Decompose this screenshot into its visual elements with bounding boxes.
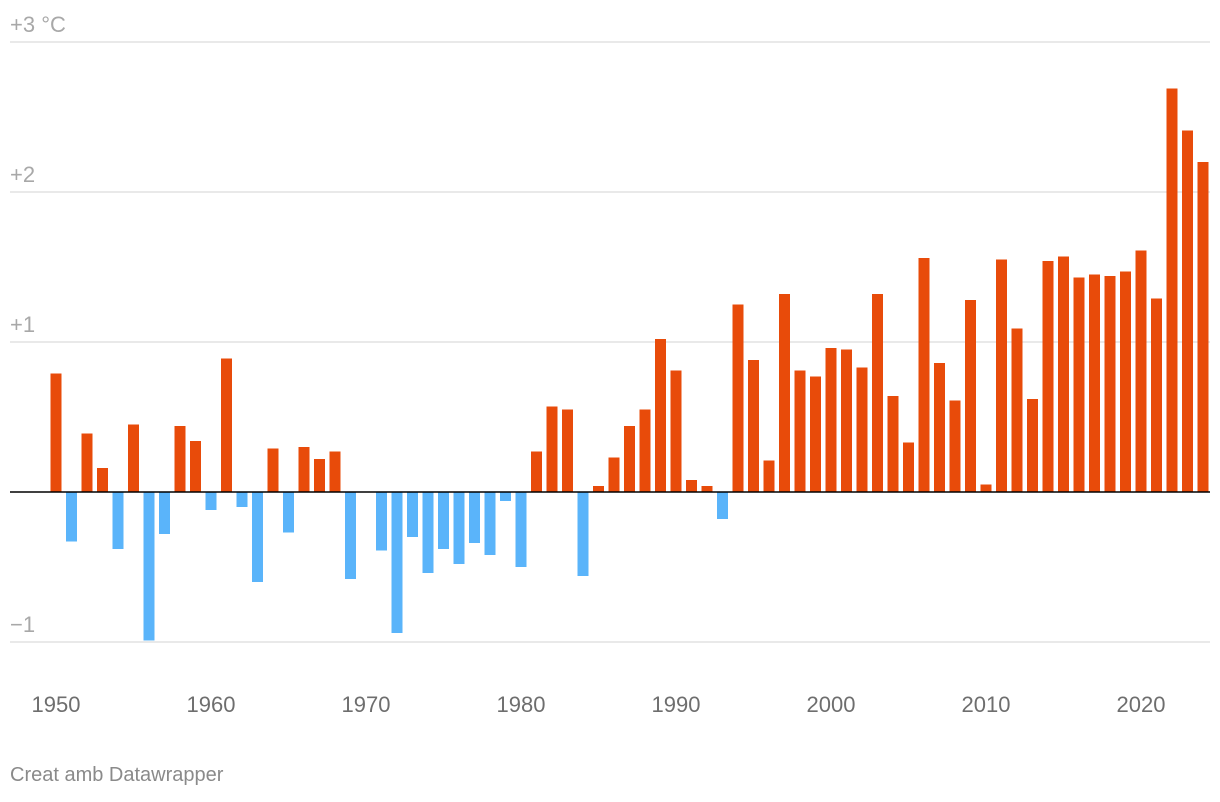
bar-1978 xyxy=(484,492,496,555)
bar-1968 xyxy=(329,451,341,492)
bar-1979 xyxy=(500,492,511,501)
bar-1994 xyxy=(732,304,744,492)
bar-1960 xyxy=(205,492,217,510)
bar-1997 xyxy=(779,294,790,492)
bar-1956 xyxy=(143,492,155,641)
x-tick-label: 2000 xyxy=(807,692,856,717)
bar-1996 xyxy=(763,460,775,492)
bar-1950 xyxy=(50,373,62,492)
bar-2001 xyxy=(841,349,852,492)
bar-1998 xyxy=(794,370,806,492)
bar-2013 xyxy=(1027,399,1038,492)
bar-2000 xyxy=(825,348,837,492)
bar-1992 xyxy=(701,486,713,492)
bar-1973 xyxy=(407,492,418,537)
bar-1951 xyxy=(66,492,77,542)
x-tick-label: 2020 xyxy=(1117,692,1166,717)
gridlines xyxy=(10,41,1210,643)
bar-1988 xyxy=(639,409,651,492)
bar-2016 xyxy=(1073,277,1085,492)
bar-1984 xyxy=(577,492,589,576)
bar-1995 xyxy=(748,360,759,492)
bar-1958 xyxy=(174,426,186,492)
bar-2022 xyxy=(1166,88,1178,492)
bars xyxy=(50,88,1209,641)
bar-1965 xyxy=(283,492,294,533)
y-tick-label: +2 xyxy=(10,162,35,187)
bar-1963 xyxy=(252,492,263,582)
bar-2021 xyxy=(1151,298,1162,492)
bar-2009 xyxy=(965,300,976,492)
bar-2023 xyxy=(1182,130,1193,492)
bar-2010 xyxy=(980,484,992,492)
bar-2018 xyxy=(1104,276,1116,492)
bar-1991 xyxy=(686,480,697,492)
bar-2007 xyxy=(934,363,945,492)
bar-1957 xyxy=(159,492,170,534)
bar-1993 xyxy=(717,492,728,519)
bar-2014 xyxy=(1042,261,1054,492)
bar-2011 xyxy=(996,259,1007,492)
bar-2024 xyxy=(1197,162,1209,492)
bar-1971 xyxy=(376,492,387,551)
bar-1959 xyxy=(190,441,201,492)
x-tick-label: 1990 xyxy=(652,692,701,717)
x-tick-label: 1980 xyxy=(497,692,546,717)
x-tick-label: 2010 xyxy=(962,692,1011,717)
y-tick-label: +1 xyxy=(10,312,35,337)
bar-2002 xyxy=(856,367,868,492)
bar-1952 xyxy=(81,433,93,492)
bar-1987 xyxy=(624,426,635,492)
credit-text: Creat amb Datawrapper xyxy=(10,764,224,786)
bar-1967 xyxy=(314,459,325,492)
bar-1976 xyxy=(453,492,465,564)
bar-1974 xyxy=(422,492,434,573)
bar-2008 xyxy=(949,400,961,492)
x-tick-label: 1970 xyxy=(342,692,391,717)
bar-2019 xyxy=(1120,271,1131,492)
bar-1953 xyxy=(97,468,108,492)
bar-1990 xyxy=(670,370,682,492)
bar-1981 xyxy=(531,451,542,492)
bar-1972 xyxy=(391,492,403,633)
bar-1980 xyxy=(515,492,527,567)
bar-1999 xyxy=(810,376,821,492)
y-tick-label: +3 °C xyxy=(10,12,66,37)
bar-2003 xyxy=(872,294,883,492)
bar-2006 xyxy=(918,258,930,492)
x-tick-label: 1950 xyxy=(32,692,81,717)
x-axis-ticks: 1950 1960 1970 1980 1990 2000 2010 2020 xyxy=(32,692,1166,717)
y-tick-label: −1 xyxy=(10,612,35,637)
bar-1964 xyxy=(267,448,279,492)
bar-2020 xyxy=(1135,250,1147,492)
x-tick-label: 1960 xyxy=(187,692,236,717)
bar-2015 xyxy=(1058,256,1069,492)
bar-1989 xyxy=(655,339,666,492)
y-axis-ticks: +3 °C +2 +1 −1 xyxy=(10,12,66,637)
bar-1969 xyxy=(345,492,356,579)
bar-2017 xyxy=(1089,274,1100,492)
bar-1985 xyxy=(593,486,604,492)
bar-1955 xyxy=(128,424,139,492)
bar-2012 xyxy=(1011,328,1023,492)
bar-1983 xyxy=(562,409,573,492)
bar-2004 xyxy=(887,396,899,492)
bar-1986 xyxy=(608,457,620,492)
bar-1954 xyxy=(112,492,124,549)
bar-2005 xyxy=(903,442,914,492)
bar-1977 xyxy=(469,492,480,543)
bar-1962 xyxy=(236,492,248,507)
bar-1975 xyxy=(438,492,449,549)
bar-1966 xyxy=(298,447,310,492)
bar-1961 xyxy=(221,358,232,492)
bar-1982 xyxy=(546,406,558,492)
